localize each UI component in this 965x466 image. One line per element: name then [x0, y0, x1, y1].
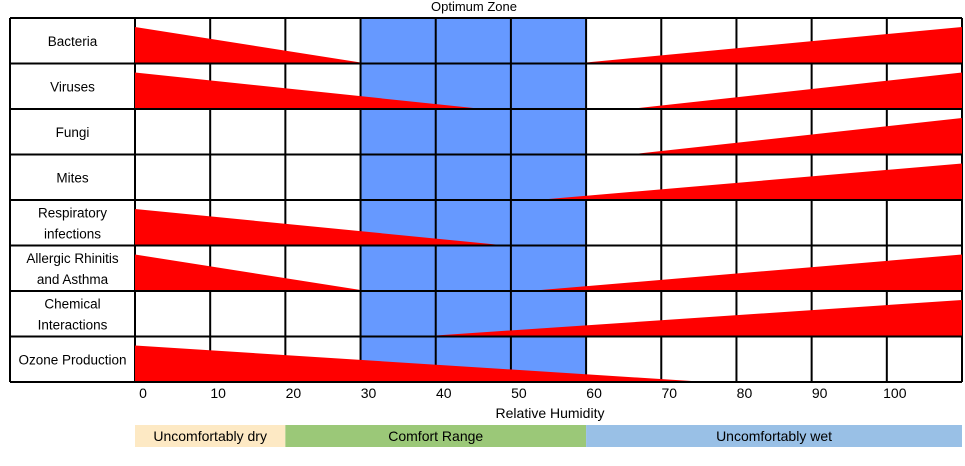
x-tick-label: 50: [511, 385, 527, 401]
x-tick-label: 0: [139, 385, 147, 401]
row-label: Respiratory: [38, 205, 107, 220]
row-label: infections: [44, 226, 101, 241]
row-label: Bacteria: [48, 34, 98, 49]
comfort-band-label: Comfort Range: [388, 428, 483, 444]
risk-wedge: [435, 300, 962, 336]
chart-title: Optimum Zone: [431, 0, 517, 14]
comfort-band: [285, 425, 587, 447]
row-label: Fungi: [56, 125, 90, 140]
row-label: Ozone Production: [18, 352, 126, 367]
comfort-bands-layer: Uncomfortably dry Comfort Range Uncomforta…: [135, 425, 962, 447]
x-tick-labels-layer: 0 10 20 30 40 50 60 70 80 90 100: [139, 385, 907, 401]
row-label: Mites: [56, 170, 89, 185]
risk-wedge: [135, 254, 361, 290]
x-tick-label: 100: [883, 385, 907, 401]
risk-wedges-layer: [135, 27, 962, 381]
risk-wedge: [638, 72, 962, 108]
risk-wedge: [135, 345, 692, 381]
x-tick-label: 40: [436, 385, 452, 401]
x-tick-label: 10: [210, 385, 226, 401]
x-tick-label: 30: [361, 385, 377, 401]
row-label: Allergic Rhinitis: [26, 251, 119, 266]
risk-wedge: [135, 209, 496, 245]
row-labels-layer: Bacteria Viruses Fungi Mites Respiratory infe…: [18, 34, 126, 368]
x-tick-label: 80: [737, 385, 753, 401]
risk-wedge: [540, 254, 962, 290]
x-tick-label: 90: [812, 385, 828, 401]
comfort-band: [586, 425, 962, 447]
risk-wedge: [548, 163, 962, 199]
x-tick-label: 60: [586, 385, 602, 401]
comfort-band-label: Uncomfortably dry: [153, 428, 267, 444]
risk-wedge: [135, 27, 361, 63]
x-axis-label: Relative Humidity: [496, 405, 605, 421]
row-label: Viruses: [50, 79, 95, 94]
x-tick-label: 20: [286, 385, 302, 401]
comfort-band: [135, 425, 286, 447]
risk-wedge: [135, 72, 474, 108]
row-label: Chemical: [44, 296, 100, 311]
row-label: and Asthma: [37, 272, 109, 287]
risk-wedge: [586, 27, 962, 63]
risk-wedge: [638, 118, 962, 154]
row-label: Interactions: [38, 317, 108, 332]
x-tick-label: 70: [661, 385, 677, 401]
comfort-band-label: Uncomfortably wet: [716, 428, 832, 444]
